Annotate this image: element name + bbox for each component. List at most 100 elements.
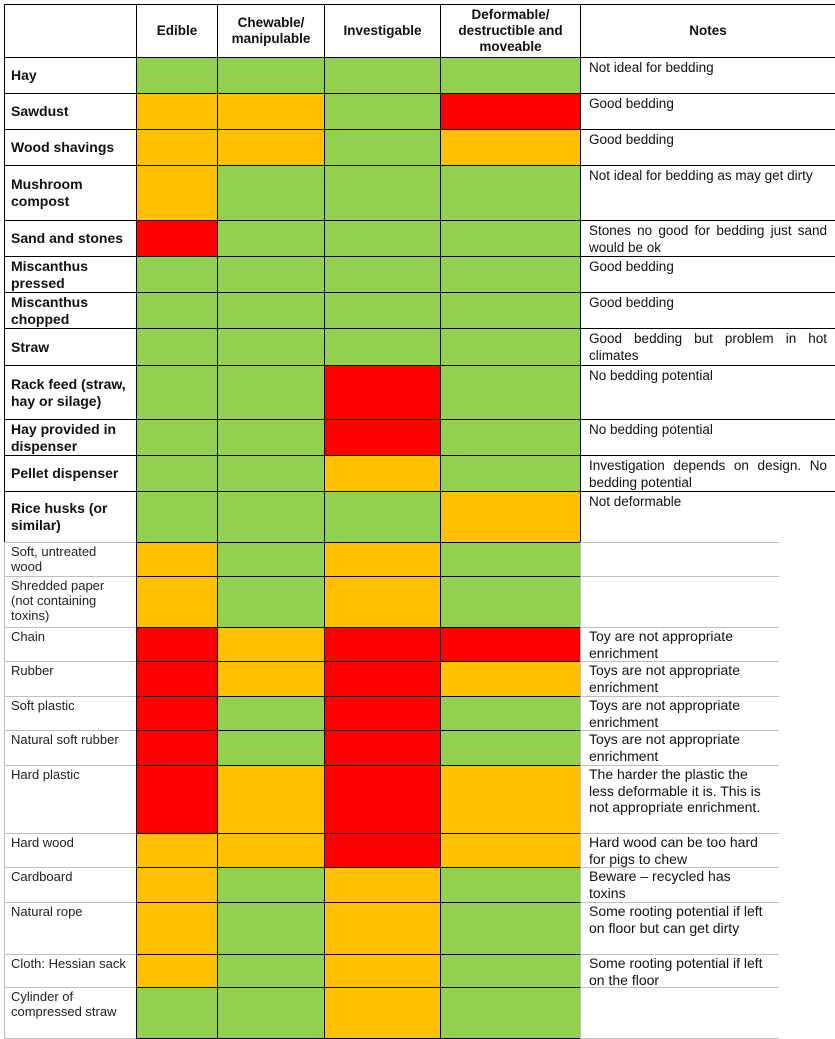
row-label: Chain [4, 627, 137, 662]
rating-cell [324, 57, 441, 94]
rating-cell [136, 165, 218, 221]
note-cell: Some rooting potential if left on the fl… [580, 954, 780, 988]
rating-cell [440, 696, 581, 731]
row-label: Cloth: Hessian sack [4, 954, 137, 988]
rating-cell [440, 576, 581, 628]
note-cell: Good bedding [580, 93, 835, 130]
rating-cell [217, 57, 325, 94]
rating-cell [217, 696, 325, 731]
rating-cell [136, 730, 218, 766]
note-cell: Good bedding [580, 256, 835, 293]
note-cell: Some rooting potential if left on floor … [580, 902, 780, 955]
note-cell: No bedding potential [580, 365, 835, 420]
row-label: Shredded paper (not containing toxins) [4, 576, 137, 628]
rating-cell [324, 696, 441, 731]
rating-cell [136, 661, 218, 697]
note-cell: The harder the plastic the less deformab… [580, 765, 780, 834]
note-cell: Toys are not appropriate enrichment [580, 730, 780, 766]
rating-cell [324, 165, 441, 221]
rating-cell [217, 256, 325, 293]
rating-cell [217, 833, 325, 868]
rating-cell [217, 93, 325, 130]
rating-cell [440, 165, 581, 221]
rating-cell [324, 902, 441, 955]
rating-cell [324, 419, 441, 456]
rating-cell [324, 954, 441, 988]
rating-cell [136, 419, 218, 456]
rating-cell [136, 220, 218, 257]
note-cell: Good bedding [580, 129, 835, 166]
rating-cell [217, 220, 325, 257]
row-label: Pellet dispenser [4, 455, 137, 492]
header-chewable: Chewable/ manipulable [217, 4, 325, 58]
rating-cell [440, 987, 581, 1039]
rating-cell [217, 292, 325, 329]
rating-cell [136, 765, 218, 834]
note-cell: Toys are not appropriate enrichment [580, 696, 780, 731]
row-label: Natural rope [4, 902, 137, 955]
row-label: Sand and stones [4, 220, 137, 257]
rating-cell [217, 542, 325, 577]
note-cell: Good bedding [580, 292, 835, 329]
rating-cell [136, 57, 218, 94]
rating-cell [440, 765, 581, 834]
row-label: Cardboard [4, 867, 137, 903]
rating-cell [324, 576, 441, 628]
rating-cell [217, 661, 325, 697]
rating-cell [440, 867, 581, 903]
page-margin [779, 542, 835, 1039]
rating-cell [440, 57, 581, 94]
rating-cell [440, 419, 581, 456]
rating-cell [217, 954, 325, 988]
rating-cell [136, 987, 218, 1039]
rating-cell [440, 491, 581, 543]
rating-cell [440, 954, 581, 988]
rating-cell [136, 292, 218, 329]
rating-cell [136, 93, 218, 130]
rating-cell [440, 833, 581, 868]
rating-cell [217, 765, 325, 834]
row-label: Straw [4, 328, 137, 366]
rating-cell [440, 542, 581, 577]
rating-cell [217, 987, 325, 1039]
rating-cell [217, 419, 325, 456]
rating-cell [324, 987, 441, 1039]
row-label: Miscanthus pressed [4, 256, 137, 293]
header-deformable: Deformable/ destructible and moveable [440, 4, 581, 58]
rating-cell [324, 455, 441, 492]
rating-cell [440, 627, 581, 662]
rating-cell [324, 730, 441, 766]
row-label: Mushroom compost [4, 165, 137, 221]
header-corner [4, 4, 137, 58]
note-cell: No bedding potential [580, 419, 835, 456]
note-cell: Stones no good for bedding just sand wou… [580, 220, 835, 257]
rating-cell [136, 256, 218, 293]
row-label: Rice husks (or similar) [4, 491, 137, 543]
rating-cell [217, 455, 325, 492]
rating-cell [324, 220, 441, 257]
note-cell: Beware – recycled has toxins [580, 867, 780, 903]
rating-cell [136, 833, 218, 868]
note-cell: Toy are not appropriate enrichment [580, 627, 780, 662]
rating-cell [217, 576, 325, 628]
rating-cell [136, 455, 218, 492]
note-cell: Hard wood can be too hard for pigs to ch… [580, 833, 780, 868]
row-label: Cylinder of compressed straw [4, 987, 137, 1039]
rating-cell [217, 867, 325, 903]
header-notes: Notes [580, 4, 835, 58]
row-label: Soft, untreated wood [4, 542, 137, 577]
rating-cell [136, 627, 218, 662]
rating-cell [324, 765, 441, 834]
row-label: Wood shavings [4, 129, 137, 166]
rating-cell [324, 328, 441, 366]
note-cell: Investigation depends on design. No bedd… [580, 455, 835, 492]
rating-cell [324, 491, 441, 543]
rating-cell [217, 491, 325, 543]
rating-cell [324, 867, 441, 903]
note-cell [580, 542, 780, 577]
rating-cell [440, 661, 581, 697]
rating-cell [440, 292, 581, 329]
rating-cell [136, 696, 218, 731]
rating-cell [324, 542, 441, 577]
rating-cell [324, 365, 441, 420]
